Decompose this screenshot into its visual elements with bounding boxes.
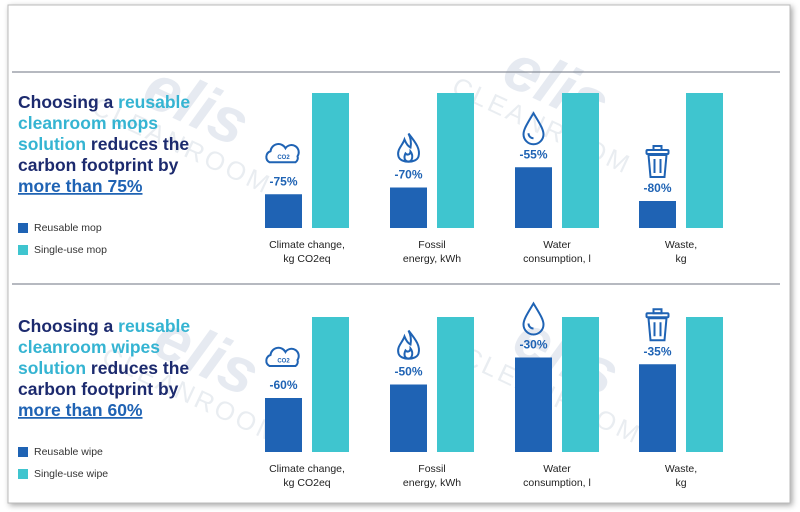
headline-segment: solution [18, 358, 86, 378]
headline-line: solution reduces the [18, 134, 189, 154]
category-label: consumption, l [523, 253, 591, 265]
headline-segment: cleanroom wipes [18, 337, 160, 357]
headline-line: solution reduces the [18, 358, 189, 378]
bar-annotation: -35% [643, 344, 671, 358]
legend-swatch [18, 223, 28, 233]
bar [437, 317, 474, 452]
headline-segment: carbon footprint by [18, 155, 179, 175]
bar [312, 93, 349, 228]
category-label: Water [543, 239, 571, 251]
category-label: Climate change, [269, 239, 345, 251]
bar [639, 364, 676, 452]
category-label: kg [675, 477, 686, 489]
headline-segment: Choosing a [18, 92, 118, 112]
category-label: energy, kWh [403, 253, 461, 265]
headline-line: Choosing a reusable [18, 92, 190, 112]
headline-segment: Choosing a [18, 316, 118, 336]
bin-handle [652, 145, 663, 151]
category-label: kg CO2eq [283, 253, 330, 265]
category-label: Climate change, [269, 463, 345, 475]
legend-label: Reusable wipe [34, 446, 103, 458]
icon [522, 301, 545, 336]
category-label: Fossil [418, 239, 445, 251]
bin-body [647, 317, 668, 342]
icon [522, 111, 545, 146]
category-label: Waste, [665, 463, 697, 475]
headline-segment: solution [18, 134, 86, 154]
bar [390, 187, 427, 228]
category-label: energy, kWh [403, 477, 461, 489]
bar-annotation: -80% [643, 181, 671, 195]
icon [397, 329, 420, 360]
icon: CO2 [265, 143, 300, 164]
legend-label: Reusable mop [34, 222, 102, 234]
headline-line: carbon footprint by [18, 155, 179, 175]
bar [265, 398, 302, 452]
legend-swatch [18, 469, 28, 479]
bar-annotation: -75% [269, 174, 297, 188]
headline-segment: reduces the [86, 358, 189, 378]
icon [397, 132, 420, 163]
category-label: kg [675, 253, 686, 265]
headline-line: more than 75% [18, 176, 143, 196]
headline-segment: more than 60% [18, 400, 143, 420]
bar-annotation: -50% [394, 365, 422, 379]
headline-line: cleanroom wipes [18, 337, 160, 357]
cloud-icon [265, 143, 300, 164]
bar [437, 93, 474, 228]
cloud-icon-label: CO2 [277, 359, 290, 365]
bar [639, 201, 676, 228]
bar [562, 93, 599, 228]
drop-shine [527, 133, 534, 140]
bar [515, 167, 552, 228]
drop-icon [522, 301, 545, 336]
flame-icon [397, 329, 420, 360]
headline-line: more than 60% [18, 400, 143, 420]
headline-segment: reusable [118, 316, 190, 336]
headline-segment: carbon footprint by [18, 379, 179, 399]
headline-segment: cleanroom mops [18, 113, 158, 133]
headline-line: cleanroom mops [18, 113, 158, 133]
bin-body [647, 154, 668, 178]
bar [312, 317, 349, 452]
bar-annotation: -30% [519, 338, 547, 352]
legend-swatch [18, 245, 28, 255]
headline-segment: reduces the [86, 134, 189, 154]
category-label: Fossil [418, 463, 445, 475]
category-label: Waste, [665, 239, 697, 251]
bin-handle [652, 308, 663, 315]
headline-line: Choosing a reusable [18, 316, 190, 336]
bar [562, 317, 599, 452]
cloud-icon-label: CO2 [277, 155, 290, 161]
bar-annotation: -60% [269, 378, 297, 392]
drop-icon [522, 111, 545, 146]
headline-segment: reusable [118, 92, 190, 112]
cloud-icon [265, 346, 300, 367]
headline-line: carbon footprint by [18, 379, 179, 399]
bar [686, 93, 723, 228]
legend-label: Single-use wipe [34, 468, 108, 480]
drop-shine [527, 323, 534, 330]
flame-icon [397, 132, 420, 163]
category-label: kg CO2eq [283, 477, 330, 489]
bar-annotation: -70% [394, 168, 422, 182]
bar [265, 194, 302, 228]
bar [686, 317, 723, 452]
icon [645, 308, 670, 342]
bar [515, 357, 552, 452]
bar-annotation: -55% [519, 147, 547, 161]
bar [390, 384, 427, 452]
legend-label: Single-use mop [34, 244, 107, 256]
icon [645, 145, 670, 178]
category-label: consumption, l [523, 477, 591, 489]
legend-swatch [18, 447, 28, 457]
headline-segment: more than 75% [18, 176, 143, 196]
icon: CO2 [265, 346, 300, 367]
category-label: Water [543, 463, 571, 475]
